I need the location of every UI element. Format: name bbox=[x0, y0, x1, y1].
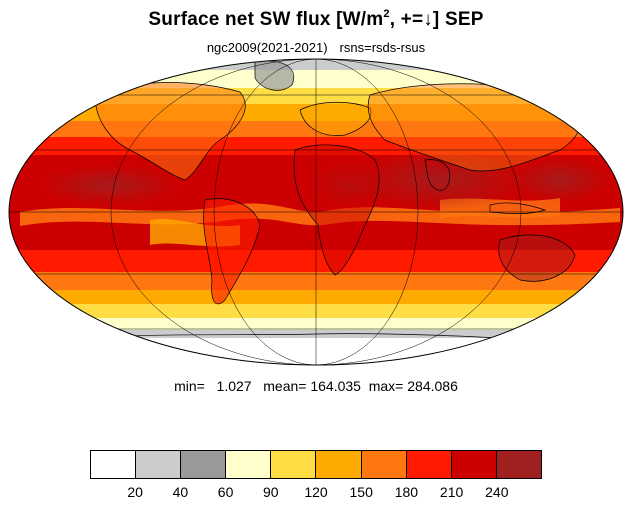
colorbar-tick-label: 150 bbox=[349, 484, 373, 500]
coastlines bbox=[59, 60, 581, 343]
colorbar-labels: 20 40 60 90 120 150 180 210 240 bbox=[90, 484, 542, 502]
subtitle-case: ngc2009(2021-2021) bbox=[206, 40, 328, 55]
subtitle-variable: rsns=rsds-rsus bbox=[339, 40, 426, 55]
colorbar bbox=[90, 450, 542, 479]
hot-region-asia-ocean bbox=[350, 150, 530, 210]
colorbar-tick-label: 20 bbox=[127, 484, 143, 500]
colorbar-tick-label: 90 bbox=[263, 484, 279, 500]
flux-field bbox=[9, 59, 623, 365]
colorbar-swatch bbox=[181, 451, 227, 478]
greenland bbox=[254, 60, 295, 91]
colorbar-swatch bbox=[406, 451, 452, 478]
meridian-120 bbox=[110, 59, 522, 365]
india bbox=[424, 159, 450, 191]
colorbar-tick-label: 120 bbox=[304, 484, 328, 500]
colorbar-swatch bbox=[451, 451, 497, 478]
north-america bbox=[94, 82, 246, 181]
indonesia bbox=[489, 202, 547, 214]
colorbar-tick-label: 40 bbox=[172, 484, 189, 500]
max-label: max= bbox=[368, 378, 404, 394]
europe bbox=[299, 101, 372, 136]
south-america bbox=[203, 198, 261, 305]
title-suffix: , +=↓] SEP bbox=[389, 9, 484, 30]
hot-region-west-pacific bbox=[510, 158, 610, 202]
colorbar-swatch bbox=[136, 451, 182, 478]
globe-outline bbox=[8, 58, 624, 366]
colorbar-swatch bbox=[91, 451, 137, 478]
colorbar-swatch bbox=[496, 451, 541, 478]
min-label: min= bbox=[174, 378, 205, 394]
graticule bbox=[9, 59, 623, 365]
mean-value: 164.035 bbox=[310, 378, 361, 394]
colorbar-swatch bbox=[361, 451, 407, 478]
africa bbox=[293, 144, 380, 276]
colorbar-swatch bbox=[316, 451, 362, 478]
colorbar-tick-label: 180 bbox=[394, 484, 419, 500]
colorbar-tick-label: 240 bbox=[485, 484, 509, 500]
australia bbox=[498, 234, 576, 282]
hot-region-pacific bbox=[40, 165, 180, 205]
colorbar-swatch bbox=[226, 451, 272, 478]
title-superscript: 2 bbox=[383, 8, 390, 20]
colorbar-swatch bbox=[271, 451, 317, 478]
colorbar-tick-label: 210 bbox=[439, 484, 464, 500]
field-statistics: min= 1.027 mean= 164.035 max= 284.086 bbox=[0, 378, 632, 394]
plot-subtitle: ngc2009(2021-2021) rsns=rsds-rsus bbox=[0, 40, 632, 55]
mean-label: mean= bbox=[263, 378, 307, 394]
title-prefix: Surface net SW flux [W/m bbox=[148, 9, 384, 30]
max-value: 284.086 bbox=[407, 378, 458, 394]
meridian-60 bbox=[213, 59, 419, 365]
colorbar-tick-label: 60 bbox=[217, 484, 234, 500]
min-value: 1.027 bbox=[216, 378, 252, 394]
plot-title: Surface net SW flux [W/m2, +=↓] SEP bbox=[0, 8, 632, 31]
